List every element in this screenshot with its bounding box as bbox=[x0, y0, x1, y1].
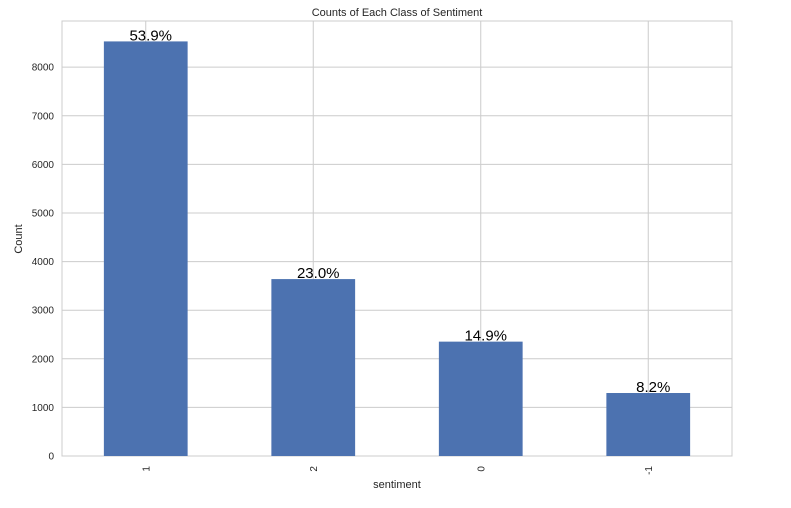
y-tick-label: 8000 bbox=[32, 63, 55, 74]
y-tick-label: 0 bbox=[48, 452, 54, 463]
plot-frame bbox=[61, 20, 733, 457]
x-tick-label: 2 bbox=[309, 466, 320, 472]
y-axis-label: Count bbox=[13, 224, 25, 253]
y-tick-label: 6000 bbox=[32, 160, 55, 171]
y-tick-label: 4000 bbox=[32, 257, 55, 268]
bar-data-label: 14.9% bbox=[464, 328, 507, 345]
bar-data-label: 8.2% bbox=[636, 379, 670, 396]
data-labels: 53.9% 23.0% 14.9% 8.2% bbox=[129, 27, 670, 396]
bar bbox=[438, 341, 523, 456]
x-axis-ticks: 1 2 0 -1 bbox=[141, 466, 655, 475]
y-tick-label: 2000 bbox=[32, 354, 55, 365]
bar-data-label: 23.0% bbox=[297, 265, 340, 282]
x-axis-label: sentiment bbox=[373, 479, 421, 491]
chart-title: Counts of Each Class of Sentiment bbox=[312, 7, 483, 19]
y-tick-label: 3000 bbox=[32, 306, 55, 317]
x-tick-label: -1 bbox=[644, 466, 655, 475]
bar bbox=[271, 279, 356, 456]
x-tick-label: 1 bbox=[141, 466, 152, 472]
bar bbox=[606, 393, 691, 456]
x-tick-label: 0 bbox=[476, 466, 487, 472]
y-tick-label: 5000 bbox=[32, 208, 55, 219]
bar-data-label: 53.9% bbox=[129, 27, 172, 44]
bars bbox=[103, 41, 691, 457]
y-axis-ticks: 0 1000 2000 3000 4000 5000 6000 7000 8000 bbox=[32, 63, 55, 463]
y-tick-label: 7000 bbox=[32, 111, 55, 122]
bar bbox=[103, 41, 188, 457]
y-tick-label: 1000 bbox=[32, 403, 55, 414]
